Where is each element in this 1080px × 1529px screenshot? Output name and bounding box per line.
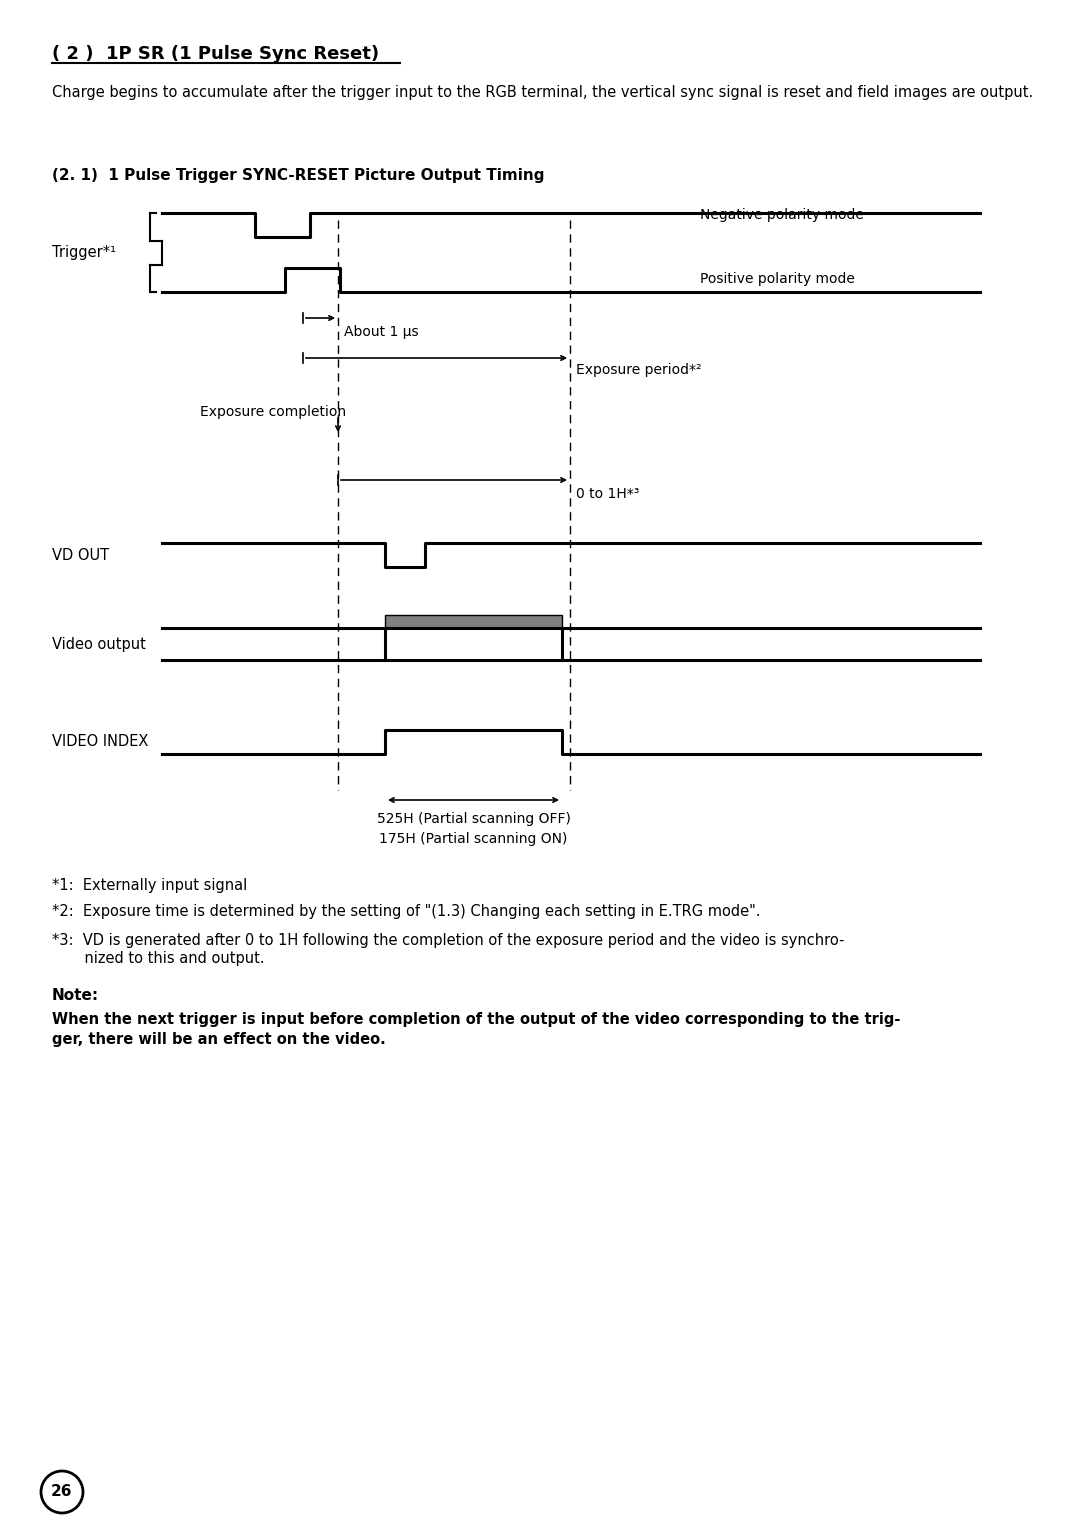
Text: About 1 μs: About 1 μs	[345, 326, 419, 339]
Text: Exposure completion: Exposure completion	[200, 405, 346, 419]
Text: 26: 26	[51, 1485, 72, 1500]
Text: (2. 1)  1 Pulse Trigger SYNC-RESET Picture Output Timing: (2. 1) 1 Pulse Trigger SYNC-RESET Pictur…	[52, 168, 544, 183]
Text: *1:  Externally input signal: *1: Externally input signal	[52, 878, 247, 893]
Text: Negative polarity mode: Negative polarity mode	[700, 208, 864, 222]
Text: VIDEO INDEX: VIDEO INDEX	[52, 734, 148, 749]
Text: nized to this and output.: nized to this and output.	[52, 951, 265, 966]
Text: 0 to 1H*³: 0 to 1H*³	[576, 488, 639, 502]
Text: VD OUT: VD OUT	[52, 547, 109, 563]
Text: Video output: Video output	[52, 636, 146, 651]
Bar	[384, 615, 562, 628]
Text: Positive polarity mode: Positive polarity mode	[700, 272, 855, 286]
Text: Exposure period*²: Exposure period*²	[576, 362, 702, 378]
Text: ( 2 )  1P SR (1 Pulse Sync Reset): ( 2 ) 1P SR (1 Pulse Sync Reset)	[52, 44, 379, 63]
Text: Trigger*¹: Trigger*¹	[52, 245, 116, 260]
Text: 525H (Partial scanning OFF)
175H (Partial scanning ON): 525H (Partial scanning OFF) 175H (Partia…	[377, 812, 570, 846]
Text: Charge begins to accumulate after the trigger input to the RGB terminal, the ver: Charge begins to accumulate after the tr…	[52, 86, 1034, 99]
Text: *2:  Exposure time is determined by the setting of "(1.3) Changing each setting : *2: Exposure time is determined by the s…	[52, 904, 760, 919]
Text: *3:  VD is generated after 0 to 1H following the completion of the exposure peri: *3: VD is generated after 0 to 1H follow…	[52, 933, 845, 948]
Text: Note:: Note:	[52, 988, 99, 1003]
Text: ger, there will be an effect on the video.: ger, there will be an effect on the vide…	[52, 1032, 386, 1047]
Text: When the next trigger is input before completion of the output of the video corr: When the next trigger is input before co…	[52, 1012, 901, 1027]
